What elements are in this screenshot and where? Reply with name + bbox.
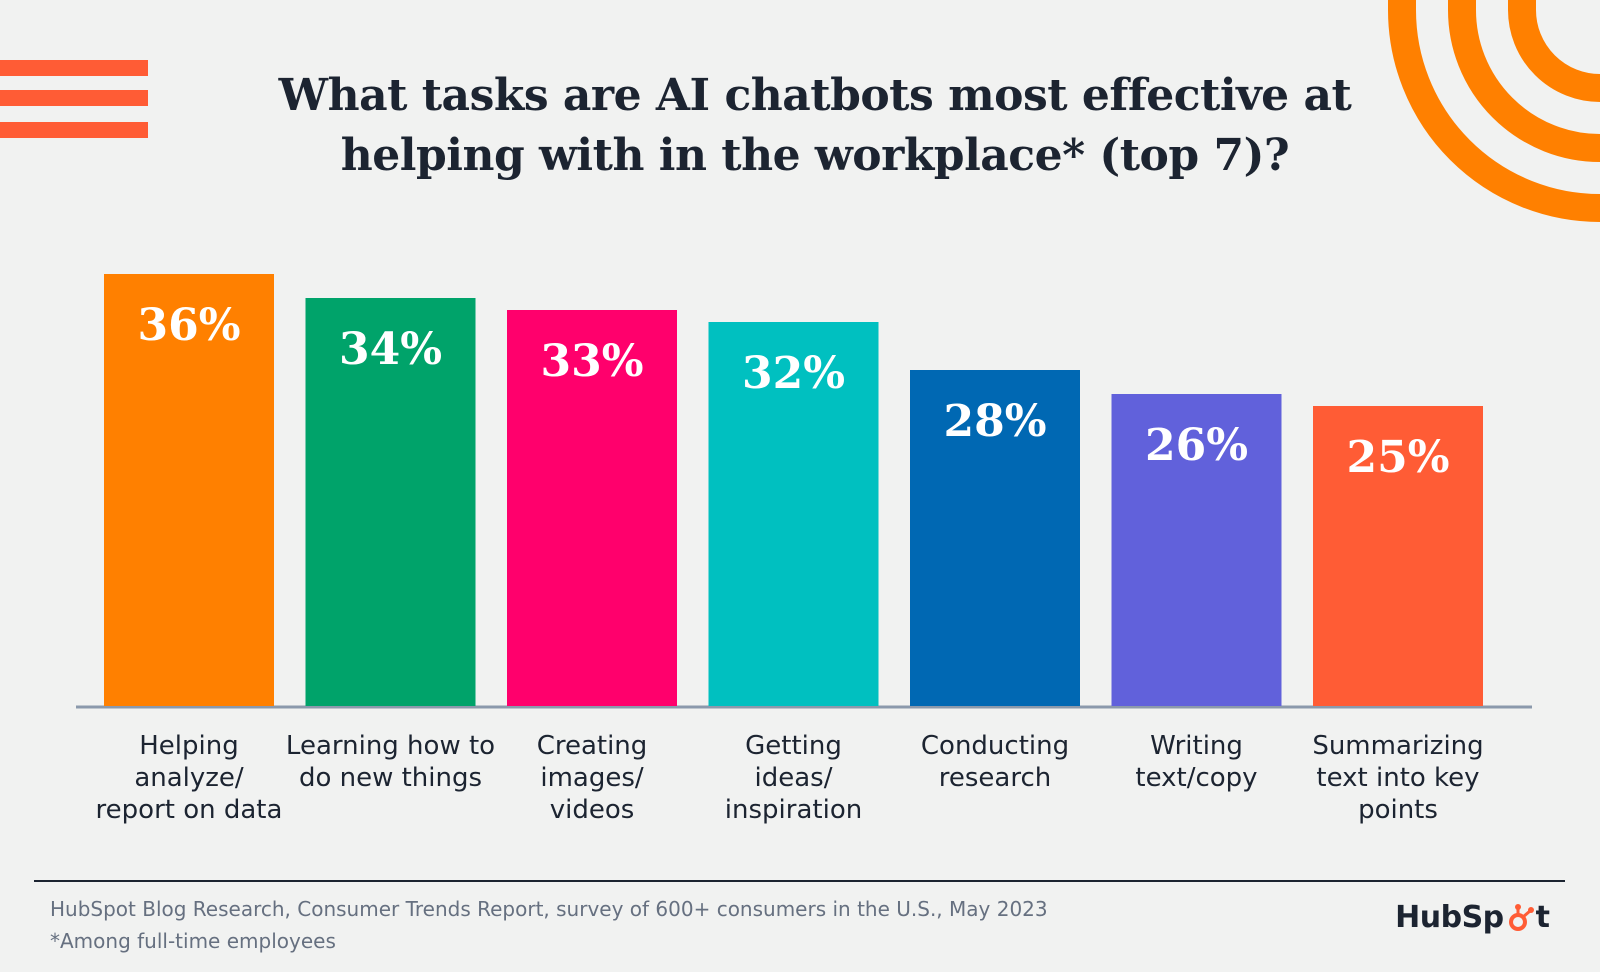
bar-value-label: 32% [742,348,845,399]
decorative-stripes [0,60,148,138]
category-label-line: report on data [96,795,283,825]
footer-divider [34,880,1565,882]
sprocket-icon [1508,903,1534,931]
bar [104,274,274,706]
bar-value-label: 34% [339,324,442,375]
category-label-line: Helping [139,731,238,761]
bar [910,370,1080,706]
logo-wordmark: HubSp [1395,900,1504,935]
logo-wordmark-tail: t [1535,900,1550,935]
bar [1111,394,1282,706]
category-label-line: research [939,763,1051,793]
bar [1313,406,1483,706]
category-label: Summarizing text into key points [1312,731,1483,825]
bar-value-label: 28% [943,396,1046,447]
decorative-arcs [1388,0,1600,222]
bar-chart: 36% Helping analyze/report on data 34% Learn… [76,274,1532,825]
category-label: Getting ideas/inspiration [725,731,862,825]
category-label: Creating images/videos [537,731,648,825]
category-label-line: Conducting [921,731,1069,761]
bar-value-label: 26% [1145,420,1248,471]
category-label-line: text/copy [1135,763,1257,793]
hubspot-logo: HubSp t [1395,900,1550,935]
bar-value-label: 33% [540,336,643,387]
category-label: Writing text/copy [1135,731,1257,793]
category-label-line: points [1358,795,1438,825]
bar-value-label: 36% [137,300,240,351]
category-label: Conducting research [921,731,1069,793]
category-label-line: analyze/ [134,763,244,793]
chart-title: What tasks are AI chatbots most effectiv… [278,70,1352,181]
category-label-line: Summarizing [1312,731,1483,761]
bar [708,322,879,706]
category-label-line: text into key [1316,763,1479,793]
category-label-line: Writing [1150,731,1243,761]
category-label-line: images/ [540,763,644,793]
category-label: Learning how to do new things [286,731,495,793]
category-label-line: inspiration [725,795,862,825]
category-label-line: Learning how to [286,731,495,761]
category-label-line: do new things [299,763,482,793]
category-label: Helping analyze/report on data [96,731,283,825]
category-label-line: Creating [537,731,648,761]
category-label-line: ideas/ [755,763,833,793]
bar [507,310,677,706]
bar-value-label: 25% [1346,432,1449,483]
bar [305,298,476,706]
source-note: HubSpot Blog Research, Consumer Trends R… [50,897,1048,921]
category-label-line: videos [550,795,635,825]
footnote: *Among full-time employees [50,929,336,953]
category-label-line: Getting [745,731,842,761]
